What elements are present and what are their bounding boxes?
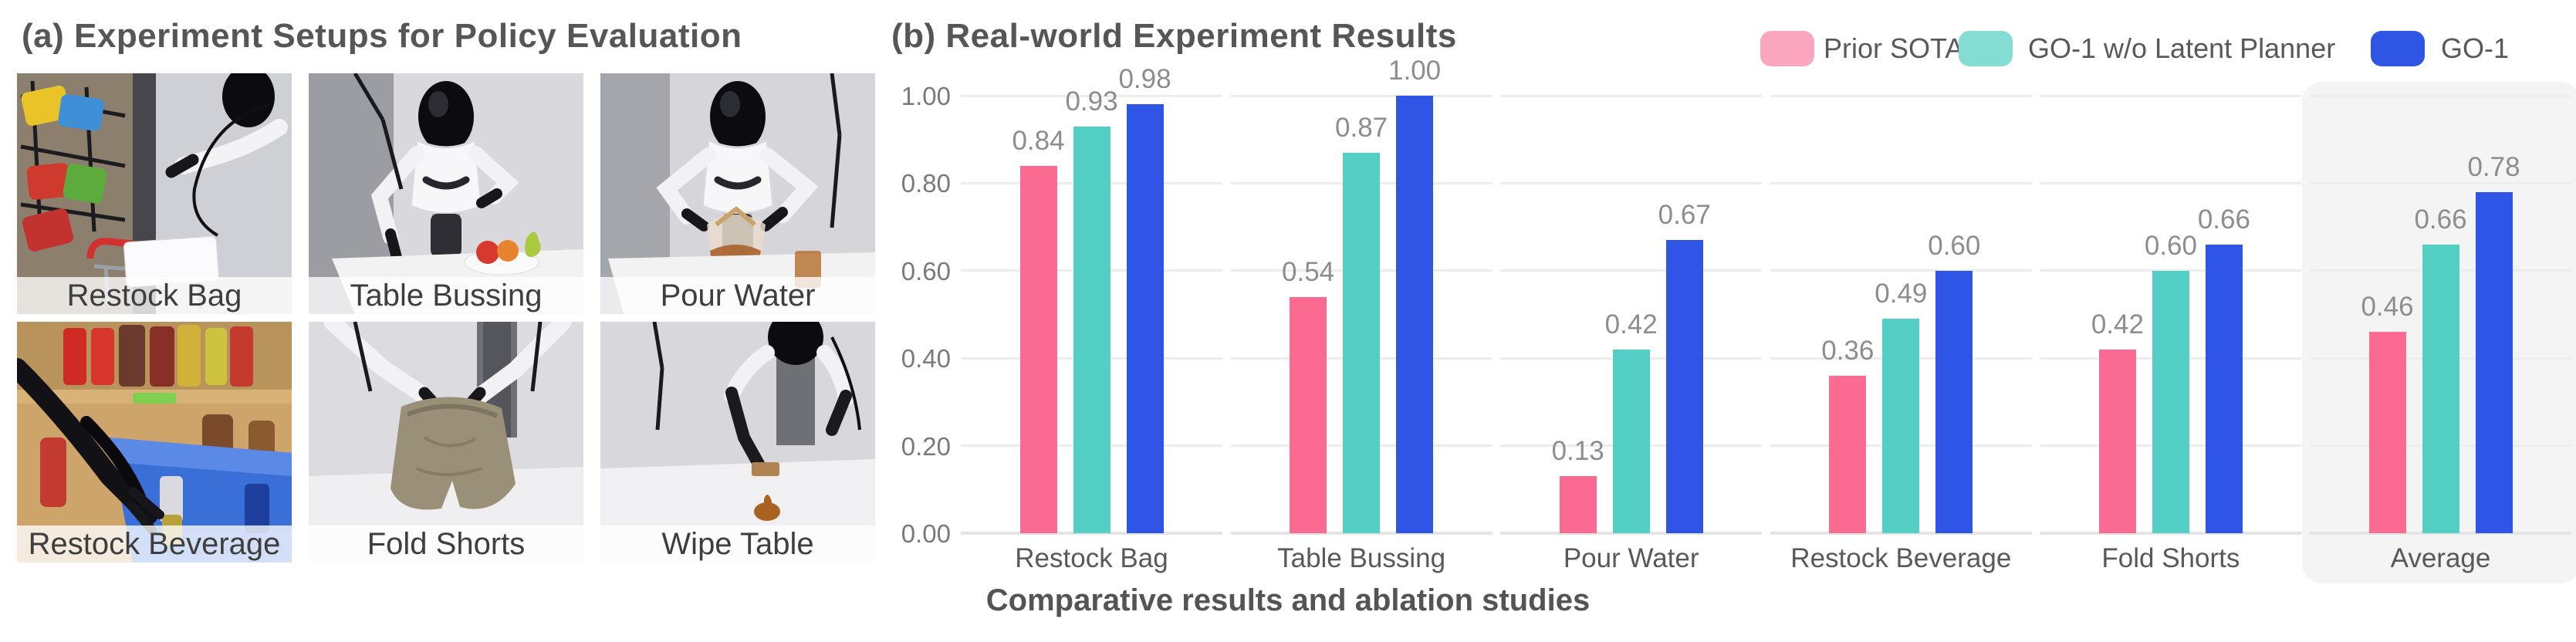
x-label-restock-bag: Restock Bag xyxy=(1015,543,1168,573)
bar-go-1-fold-shorts xyxy=(2205,245,2243,533)
value-label-prior-sota-fold-shorts: 0.42 xyxy=(2091,309,2144,340)
value-label-go-1-w-o-latent-planner-average: 0.66 xyxy=(2414,204,2467,235)
bar-go-1-w-o-latent-planner-table-bussing xyxy=(1343,153,1381,533)
baseline-table-bussing xyxy=(1230,532,1493,535)
x-label-table-bussing: Table Bussing xyxy=(1277,543,1446,573)
photo-label: Pour Water xyxy=(600,277,875,314)
gridline-pour-water-0.6 xyxy=(1500,269,1763,272)
gridline-restock-beverage-0.8 xyxy=(1770,181,2032,184)
legend-swatch-prior-sota xyxy=(1760,31,1814,66)
baseline-pour-water xyxy=(1500,532,1763,535)
value-label-go-1-w-o-latent-planner-pour-water: 0.42 xyxy=(1604,309,1658,340)
legend-label-go-1-w-o-latent-planner: GO-1 w/o Latent Planner xyxy=(2028,32,2336,64)
value-label-go-1-pour-water: 0.67 xyxy=(1658,200,1711,230)
photo-pour-water: Pour Water xyxy=(600,73,875,314)
value-label-go-1-table-bussing: 1.00 xyxy=(1388,56,1442,86)
y-tick-0.00: 0.00 xyxy=(901,519,951,548)
value-label-prior-sota-restock-beverage: 0.36 xyxy=(1821,336,1875,366)
bar-go-1-average xyxy=(2475,192,2513,533)
y-tick-0.80: 0.80 xyxy=(901,169,951,198)
figure-caption: Comparative results and ablation studies xyxy=(985,583,1591,617)
photo-label: Restock Beverage xyxy=(17,525,292,563)
gridline-pour-water-0.8 xyxy=(1500,181,1763,184)
bar-go-1-w-o-latent-planner-restock-bag xyxy=(1073,127,1111,533)
bar-go-1-pour-water xyxy=(1665,240,1703,533)
gridline-restock-beverage-1.0 xyxy=(1770,94,2032,97)
bar-go-1-w-o-latent-planner-restock-beverage xyxy=(1882,319,1920,533)
photo-table-bussing-image xyxy=(309,73,583,314)
y-tick-0.40: 0.40 xyxy=(901,344,951,373)
value-label-go-1-average: 0.78 xyxy=(2467,152,2520,182)
value-label-go-1-w-o-latent-planner-restock-beverage: 0.49 xyxy=(1875,279,1928,309)
bar-prior-sota-restock-beverage xyxy=(1829,376,1867,533)
photo-label: Fold Shorts xyxy=(309,525,583,563)
photo-restock-bag: Restock Bag xyxy=(17,73,292,314)
photo-fold-shorts: Fold Shorts xyxy=(309,322,583,563)
photo-label: Restock Bag xyxy=(17,277,292,314)
photo-table-bussing: Table Bussing xyxy=(309,73,583,314)
bar-prior-sota-restock-bag xyxy=(1019,166,1057,533)
panel-a-title: (a) Experiment Setups for Policy Evaluat… xyxy=(22,17,742,55)
baseline-restock-bag xyxy=(961,532,1222,535)
gridline-restock-beverage-0.6 xyxy=(1770,269,2032,272)
panel-b-title: (b) Real-world Experiment Results xyxy=(891,17,1457,55)
value-label-go-1-w-o-latent-planner-table-bussing: 0.87 xyxy=(1335,113,1388,143)
legend-swatch-go-1-w-o-latent-planner xyxy=(1959,31,2013,66)
legend-label-go-1: GO-1 xyxy=(2441,32,2510,64)
value-label-go-1-w-o-latent-planner-restock-bag: 0.93 xyxy=(1065,86,1118,117)
legend-label-prior-sota: Prior SOTA xyxy=(1824,32,1964,64)
baseline-average xyxy=(2310,532,2571,535)
gridline-average-0.8 xyxy=(2310,181,2571,184)
x-label-average: Average xyxy=(2390,543,2491,573)
photo-restock-beverage: Restock Beverage xyxy=(17,322,292,563)
bar-go-1-w-o-latent-planner-pour-water xyxy=(1612,350,1650,533)
x-label-pour-water: Pour Water xyxy=(1563,543,1699,573)
value-label-go-1-w-o-latent-planner-fold-shorts: 0.60 xyxy=(2144,231,2197,261)
photo-label: Wipe Table xyxy=(600,525,875,563)
bar-go-1-restock-bag xyxy=(1126,104,1164,533)
value-label-prior-sota-table-bussing: 0.54 xyxy=(1282,257,1335,287)
bar-prior-sota-pour-water xyxy=(1559,476,1597,533)
legend-swatch-go-1 xyxy=(2371,31,2425,66)
value-label-prior-sota-restock-bag: 0.84 xyxy=(1012,126,1065,156)
gridline-fold-shorts-0.8 xyxy=(2040,181,2302,184)
gridline-fold-shorts-0.6 xyxy=(2040,269,2302,272)
gridline-pour-water-1.0 xyxy=(1500,94,1763,97)
photo-label: Table Bussing xyxy=(309,277,583,314)
y-tick-0.20: 0.20 xyxy=(901,431,951,461)
value-label-go-1-restock-beverage: 0.60 xyxy=(1928,231,1981,261)
value-label-prior-sota-pour-water: 0.13 xyxy=(1551,436,1604,466)
value-label-go-1-fold-shorts: 0.66 xyxy=(2197,204,2250,235)
photo-restock-bag-image xyxy=(17,73,292,314)
bar-prior-sota-table-bussing xyxy=(1290,297,1327,533)
bar-go-1-restock-beverage xyxy=(1935,271,1973,533)
photo-restock-beverage-image xyxy=(17,322,292,563)
gridline-average-1.0 xyxy=(2310,94,2571,97)
gridline-fold-shorts-1.0 xyxy=(2040,94,2302,97)
value-label-prior-sota-average: 0.46 xyxy=(2361,292,2414,322)
y-tick-1.00: 1.00 xyxy=(901,82,951,110)
gridline-restock-bag-1.0 xyxy=(961,94,1222,97)
x-label-restock-beverage: Restock Beverage xyxy=(1790,543,2012,573)
bar-prior-sota-average xyxy=(2368,332,2406,533)
photo-wipe-table: Wipe Table xyxy=(600,322,875,563)
bar-go-1-w-o-latent-planner-fold-shorts xyxy=(2152,271,2189,533)
baseline-restock-beverage xyxy=(1770,532,2032,535)
bar-go-1-table-bussing xyxy=(1396,96,1434,533)
y-tick-0.60: 0.60 xyxy=(901,256,951,286)
baseline-fold-shorts xyxy=(2040,532,2302,535)
bar-go-1-w-o-latent-planner-average xyxy=(2422,245,2459,533)
x-label-fold-shorts: Fold Shorts xyxy=(2101,543,2240,573)
gridline-table-bussing-1.0 xyxy=(1230,94,1493,97)
bar-prior-sota-fold-shorts xyxy=(2098,350,2136,533)
value-label-go-1-restock-bag: 0.98 xyxy=(1118,64,1171,94)
